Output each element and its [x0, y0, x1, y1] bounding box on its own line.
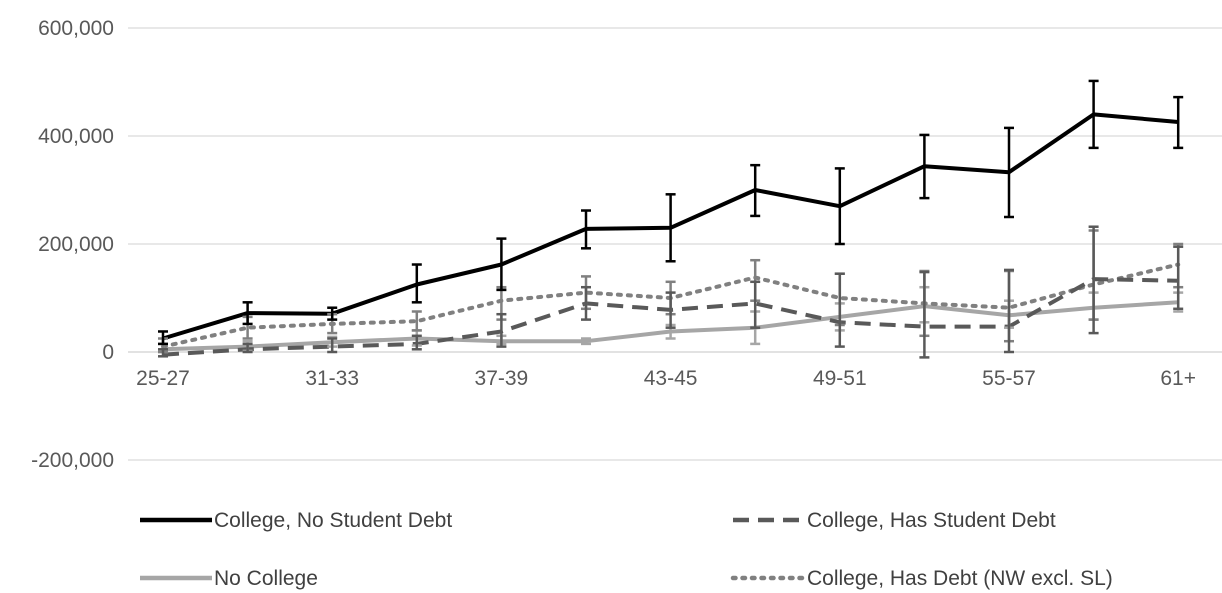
legend-item: College, Has Debt (NW excl. SL)	[730, 567, 1113, 590]
y-tick-label: -200,000	[31, 449, 114, 472]
y-tick-label: 600,000	[38, 17, 114, 40]
x-tick-label: 61+	[1160, 367, 1196, 390]
error-bars	[158, 79, 1184, 359]
series-0-group	[158, 79, 1184, 346]
legend-item: College, Has Student Debt	[733, 509, 1056, 532]
y-axis-tick-labels: -200,000 0 200,000 400,000 600,000	[31, 17, 114, 472]
y-tick-label: 0	[102, 341, 114, 364]
legend-label: College, No Student Debt	[214, 509, 452, 532]
x-tick-label: 25-27	[136, 367, 190, 390]
x-tick-label: 31-33	[305, 367, 359, 390]
legend: College, No Student Debt College, Has Stu…	[140, 509, 1113, 590]
legend-label: College, Has Debt (NW excl. SL)	[807, 567, 1113, 590]
legend-item: No College	[140, 567, 318, 590]
x-tick-label: 55-57	[982, 367, 1036, 390]
series-1-group	[158, 225, 1184, 359]
x-tick-label: 37-39	[475, 367, 529, 390]
x-tick-label: 43-45	[644, 367, 698, 390]
legend-label: No College	[214, 567, 318, 590]
x-tick-label: 49-51	[813, 367, 867, 390]
legend-label: College, Has Student Debt	[807, 509, 1056, 532]
gridlines	[128, 27, 1222, 461]
x-axis-tick-labels: 25-27 31-33 37-39 43-45 49-51 55-57 61+	[136, 367, 1196, 390]
y-tick-label: 200,000	[38, 233, 114, 256]
legend-item: College, No Student Debt	[140, 509, 452, 532]
y-tick-label: 400,000	[38, 125, 114, 148]
